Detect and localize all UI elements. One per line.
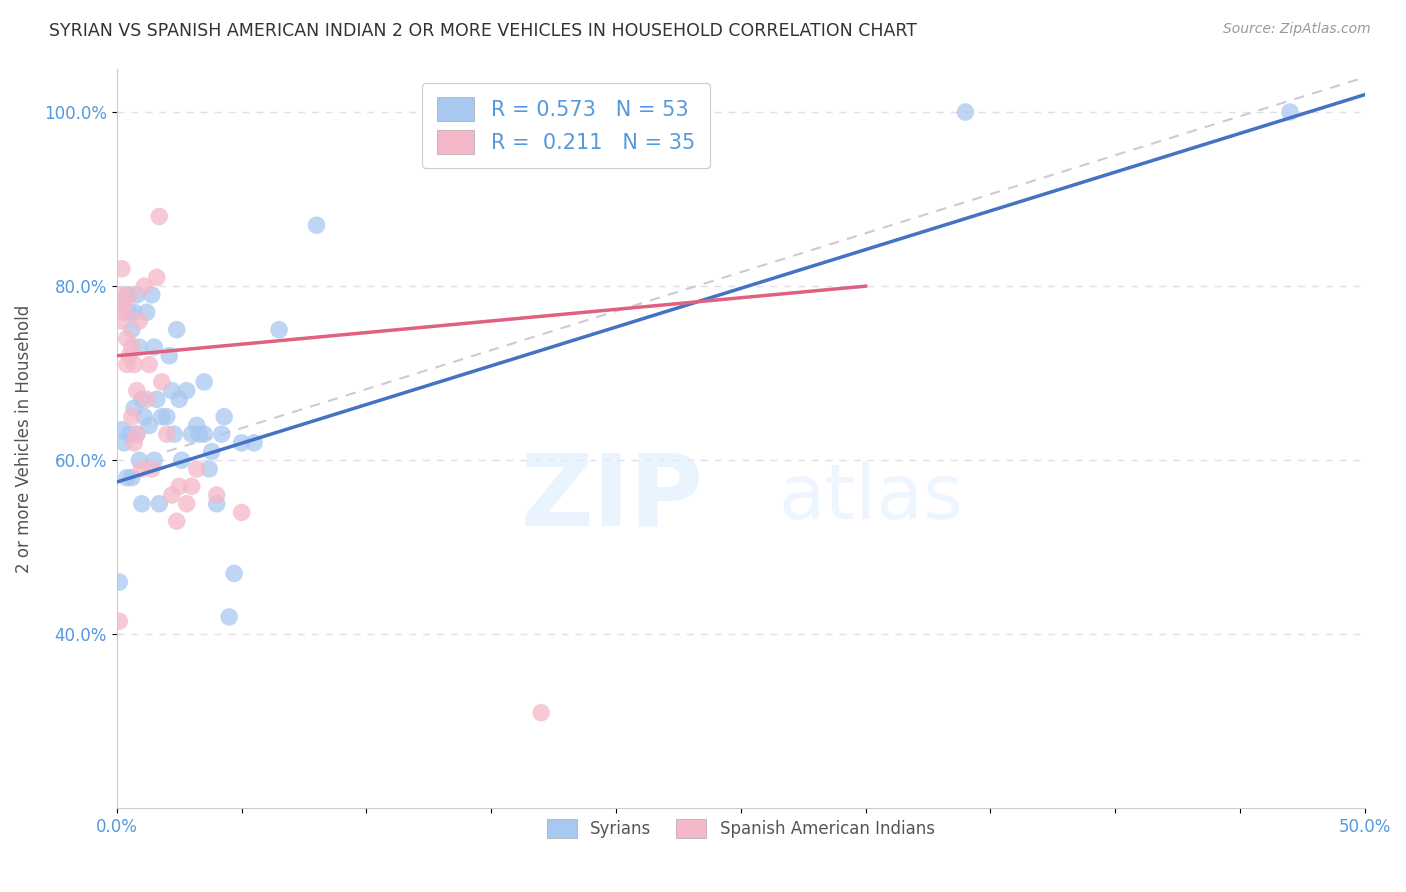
Point [131,392,153,407]
Point [111,314,134,328]
Point [118,305,141,319]
Point [124,305,146,319]
Y-axis label: 2 or more Vehicles in Household: 2 or more Vehicles in Household [15,304,32,573]
Point [198,462,221,476]
Point [193,375,215,389]
Point [530,706,553,720]
Point [218,610,240,624]
Text: ZIP: ZIP [520,450,703,546]
Text: Source: ZipAtlas.com: Source: ZipAtlas.com [1223,22,1371,37]
Point [186,418,208,433]
Point [111,296,134,310]
Point [118,349,141,363]
Point [166,323,188,337]
Point [121,340,143,354]
Point [112,296,135,310]
Point [231,506,253,520]
Point [205,497,228,511]
Point [150,409,173,424]
Point [145,270,167,285]
Point [205,488,228,502]
Point [124,435,146,450]
Point [121,409,143,424]
Point [128,340,150,354]
Point [166,514,188,528]
Point [121,323,143,337]
Point [267,323,290,337]
Point [135,305,157,319]
Point [118,288,141,302]
Point [212,409,235,424]
Point [134,409,156,424]
Point [135,392,157,407]
Point [112,305,135,319]
Point [115,358,138,372]
Point [112,435,135,450]
Point [176,384,198,398]
Point [108,615,131,629]
Point [156,409,179,424]
Point [180,479,202,493]
Point [141,462,163,476]
Point [955,105,977,120]
Point [160,384,183,398]
Point [150,375,173,389]
Point [115,288,138,302]
Point [118,427,141,442]
Point [176,497,198,511]
Point [188,427,211,442]
Point [170,453,193,467]
Point [156,427,179,442]
Point [125,427,148,442]
Point [193,427,215,442]
Point [148,497,170,511]
Point [224,566,246,581]
Point [115,331,138,345]
Point [124,401,146,415]
Point [211,427,233,442]
Point [143,340,166,354]
Legend: Syrians, Spanish American Indians: Syrians, Spanish American Indians [540,812,942,845]
Point [111,261,134,276]
Point [160,488,183,502]
Point [1278,105,1301,120]
Point [134,279,156,293]
Point [138,358,160,372]
Text: SYRIAN VS SPANISH AMERICAN INDIAN 2 OR MORE VEHICLES IN HOUSEHOLD CORRELATION CH: SYRIAN VS SPANISH AMERICAN INDIAN 2 OR M… [49,22,917,40]
Point [128,453,150,467]
Point [305,218,328,232]
Point [201,444,224,458]
Point [186,462,208,476]
Point [141,288,163,302]
Point [108,575,131,590]
Point [157,349,180,363]
Text: atlas: atlas [779,460,963,534]
Point [125,288,148,302]
Point [131,462,153,476]
Point [138,418,160,433]
Point [167,392,190,407]
Point [115,470,138,484]
Point [111,423,134,437]
Point [143,453,166,467]
Point [131,497,153,511]
Point [125,427,148,442]
Point [163,427,186,442]
Point [128,314,150,328]
Point [121,470,143,484]
Point [108,288,131,302]
Point [125,384,148,398]
Point [124,358,146,372]
Point [243,435,266,450]
Point [148,210,170,224]
Point [167,479,190,493]
Point [180,427,202,442]
Point [145,392,167,407]
Point [231,435,253,450]
